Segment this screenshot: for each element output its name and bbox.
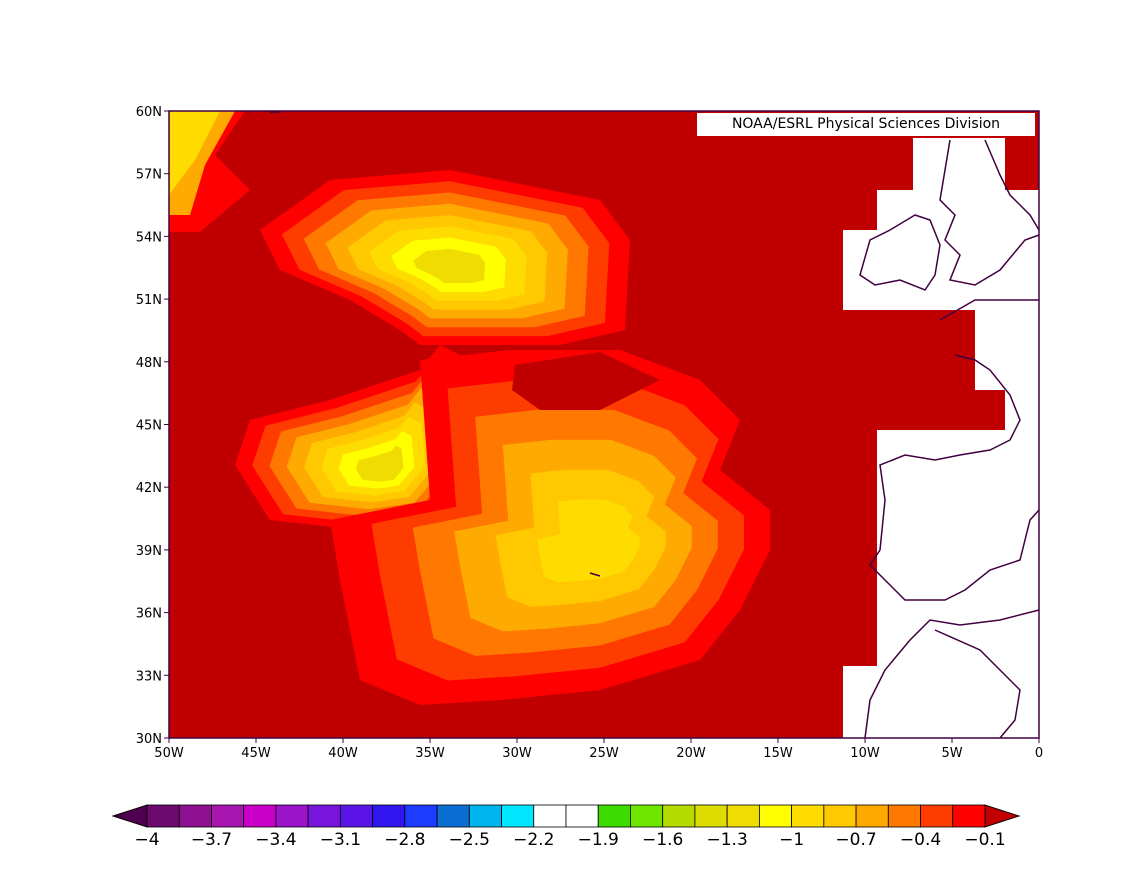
colorbar-swatch bbox=[630, 804, 664, 828]
colorbar-swatch bbox=[146, 804, 180, 828]
colorbar-label: −0.4 bbox=[900, 830, 941, 850]
y-tick-label: 42N bbox=[136, 481, 162, 496]
colorbar-swatch bbox=[468, 804, 502, 828]
colorbar-swatch bbox=[855, 804, 889, 828]
y-tick-label: 57N bbox=[136, 168, 162, 183]
contour-band bbox=[169, 111, 220, 195]
colorbar-label: −2.2 bbox=[513, 830, 554, 850]
colorbar-label: −0.7 bbox=[835, 830, 876, 850]
x-tick-label: 15W bbox=[763, 746, 793, 761]
colorbar-swatch bbox=[307, 804, 341, 828]
x-tick-label: 40W bbox=[328, 746, 358, 761]
y-tick-label: 51N bbox=[136, 293, 162, 308]
colorbar-swatch bbox=[404, 804, 438, 828]
y-tick-label: 45N bbox=[136, 419, 162, 434]
colorbar-label: −3.1 bbox=[320, 830, 361, 850]
colorbar-swatch bbox=[920, 804, 954, 828]
colorbar-swatch bbox=[178, 804, 212, 828]
colorbar-low-arrow bbox=[111, 804, 148, 828]
y-tick-label: 48N bbox=[136, 356, 162, 371]
colorbar: −4 −3.7 −3.4 −3.1 −2.8 −2.5 −2.2 −1.9 −1.6 −1.3 −1… bbox=[111, 804, 1021, 850]
x-tick-label: 20W bbox=[676, 746, 706, 761]
y-tick-label: 60N bbox=[136, 105, 162, 120]
colorbar-label: −1 bbox=[779, 830, 804, 850]
colorbar-swatch bbox=[533, 804, 567, 828]
colorbar-swatch bbox=[887, 804, 921, 828]
contour-band bbox=[537, 499, 640, 583]
colorbar-swatch bbox=[243, 804, 277, 828]
colorbar-swatch bbox=[952, 804, 986, 828]
contour-band bbox=[355, 445, 404, 482]
x-tick-label: 5W bbox=[941, 746, 962, 761]
colorbar-label: −3.4 bbox=[255, 830, 296, 850]
colorbar-label: −3.7 bbox=[191, 830, 232, 850]
colorbar-swatch bbox=[275, 804, 309, 828]
colorbar-swatch bbox=[339, 804, 374, 828]
colorbar-swatch bbox=[726, 804, 760, 828]
y-tick-label: 33N bbox=[136, 669, 162, 684]
colorbar-swatch bbox=[565, 804, 599, 828]
colorbar-label: −0.1 bbox=[964, 830, 1005, 850]
x-tick-label: 30W bbox=[502, 746, 532, 761]
y-tick-label: 39N bbox=[136, 544, 162, 559]
x-tick-label: 10W bbox=[850, 746, 880, 761]
x-tick-label: 0 bbox=[1035, 746, 1043, 761]
x-tick-label: 35W bbox=[415, 746, 445, 761]
coastlines bbox=[270, 111, 1040, 739]
land-mask bbox=[843, 138, 1039, 738]
colorbar-swatch bbox=[211, 804, 245, 828]
colorbar-high-arrow bbox=[984, 804, 1021, 828]
colorbar-swatch bbox=[372, 804, 406, 828]
x-tick-label: 50W bbox=[154, 746, 184, 761]
colorbar-swatch bbox=[501, 804, 535, 828]
colorbar-label: −1.3 bbox=[707, 830, 748, 850]
colorbar-swatch bbox=[694, 804, 728, 828]
contour-band bbox=[412, 248, 486, 284]
x-tick-label: 25W bbox=[589, 746, 619, 761]
contour-band bbox=[512, 352, 660, 410]
colorbar-label: −2.5 bbox=[449, 830, 490, 850]
colorbar-label: −4 bbox=[134, 830, 159, 850]
y-tick-label: 30N bbox=[136, 732, 162, 747]
y-tick-label: 36N bbox=[136, 607, 162, 622]
credit: NOAA/ESRL Physical Sciences Division bbox=[732, 116, 1000, 132]
colorbar-swatch bbox=[662, 804, 696, 828]
colorbar-swatch bbox=[791, 804, 825, 828]
x-tick-label: 45W bbox=[241, 746, 271, 761]
colorbar-label: −1.9 bbox=[578, 830, 619, 850]
y-tick-label: 54N bbox=[136, 230, 162, 245]
credit-box bbox=[697, 113, 1035, 136]
colorbar-swatch bbox=[436, 804, 470, 828]
colorbar-swatch bbox=[597, 804, 631, 828]
colorbar-label: −2.8 bbox=[384, 830, 425, 850]
colorbar-label: −1.6 bbox=[642, 830, 683, 850]
colorbar-swatch bbox=[758, 804, 793, 828]
colorbar-swatch bbox=[823, 804, 857, 828]
